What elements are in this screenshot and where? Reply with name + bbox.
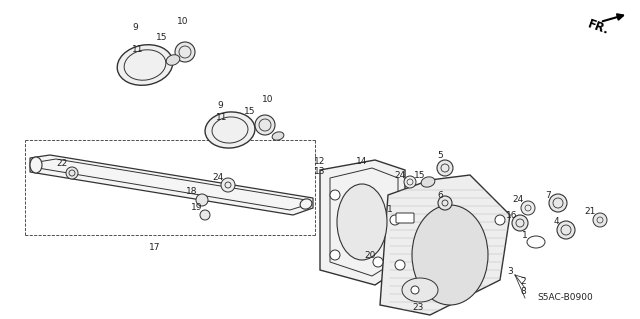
Circle shape bbox=[557, 221, 575, 239]
Text: 19: 19 bbox=[191, 203, 203, 211]
Text: 7: 7 bbox=[545, 190, 551, 199]
Text: 16: 16 bbox=[506, 211, 518, 219]
Text: 15: 15 bbox=[414, 170, 426, 180]
Polygon shape bbox=[218, 116, 231, 128]
Text: 12: 12 bbox=[314, 158, 326, 167]
Text: 15: 15 bbox=[244, 108, 256, 116]
Ellipse shape bbox=[412, 205, 488, 305]
Text: 24: 24 bbox=[394, 170, 406, 180]
Circle shape bbox=[521, 201, 535, 215]
Text: 2: 2 bbox=[520, 278, 526, 286]
Text: S5AC-B0900: S5AC-B0900 bbox=[537, 293, 593, 302]
Circle shape bbox=[330, 250, 340, 260]
Ellipse shape bbox=[272, 132, 284, 140]
Text: 1: 1 bbox=[522, 231, 528, 240]
Text: 24: 24 bbox=[212, 174, 223, 182]
Text: 24: 24 bbox=[513, 196, 524, 204]
Text: 8: 8 bbox=[520, 287, 526, 296]
Circle shape bbox=[593, 213, 607, 227]
Text: 4: 4 bbox=[553, 218, 559, 226]
Ellipse shape bbox=[205, 112, 255, 148]
Polygon shape bbox=[30, 155, 313, 215]
Circle shape bbox=[512, 215, 528, 231]
Circle shape bbox=[549, 194, 567, 212]
Circle shape bbox=[221, 178, 235, 192]
Circle shape bbox=[66, 167, 78, 179]
Text: 6: 6 bbox=[437, 190, 443, 199]
Text: 9: 9 bbox=[132, 24, 138, 33]
Polygon shape bbox=[320, 160, 405, 285]
Circle shape bbox=[175, 42, 195, 62]
Text: 3: 3 bbox=[507, 268, 513, 277]
Ellipse shape bbox=[166, 55, 180, 65]
Circle shape bbox=[373, 257, 383, 267]
Ellipse shape bbox=[402, 278, 438, 302]
Text: 11: 11 bbox=[132, 46, 144, 55]
Text: 13: 13 bbox=[314, 167, 326, 176]
Circle shape bbox=[411, 286, 419, 294]
Text: FR.: FR. bbox=[586, 18, 611, 38]
Text: 14: 14 bbox=[356, 158, 368, 167]
Ellipse shape bbox=[30, 157, 42, 173]
Circle shape bbox=[200, 210, 210, 220]
Circle shape bbox=[395, 260, 405, 270]
Text: 1: 1 bbox=[387, 205, 393, 214]
Text: 9: 9 bbox=[217, 100, 223, 109]
Text: 20: 20 bbox=[364, 250, 376, 259]
Circle shape bbox=[404, 176, 416, 188]
Circle shape bbox=[438, 196, 452, 210]
Text: 11: 11 bbox=[216, 114, 228, 122]
Circle shape bbox=[255, 115, 275, 135]
Polygon shape bbox=[240, 128, 253, 140]
Text: 21: 21 bbox=[584, 207, 596, 217]
Ellipse shape bbox=[527, 236, 545, 248]
Circle shape bbox=[437, 160, 453, 176]
Text: 10: 10 bbox=[177, 18, 189, 26]
FancyBboxPatch shape bbox=[396, 213, 414, 223]
Polygon shape bbox=[380, 175, 510, 315]
Ellipse shape bbox=[337, 184, 387, 260]
Text: 10: 10 bbox=[262, 95, 274, 105]
Text: 18: 18 bbox=[186, 188, 198, 197]
Text: 15: 15 bbox=[156, 33, 168, 42]
Ellipse shape bbox=[117, 45, 173, 85]
Polygon shape bbox=[152, 64, 165, 76]
Circle shape bbox=[495, 215, 505, 225]
Text: 22: 22 bbox=[56, 159, 68, 167]
Text: 17: 17 bbox=[149, 243, 161, 253]
Text: 5: 5 bbox=[437, 151, 443, 160]
Circle shape bbox=[196, 194, 208, 206]
Circle shape bbox=[330, 190, 340, 200]
Polygon shape bbox=[125, 52, 138, 64]
Circle shape bbox=[390, 215, 400, 225]
Ellipse shape bbox=[300, 199, 312, 209]
Text: 23: 23 bbox=[412, 303, 424, 313]
Ellipse shape bbox=[421, 177, 435, 187]
